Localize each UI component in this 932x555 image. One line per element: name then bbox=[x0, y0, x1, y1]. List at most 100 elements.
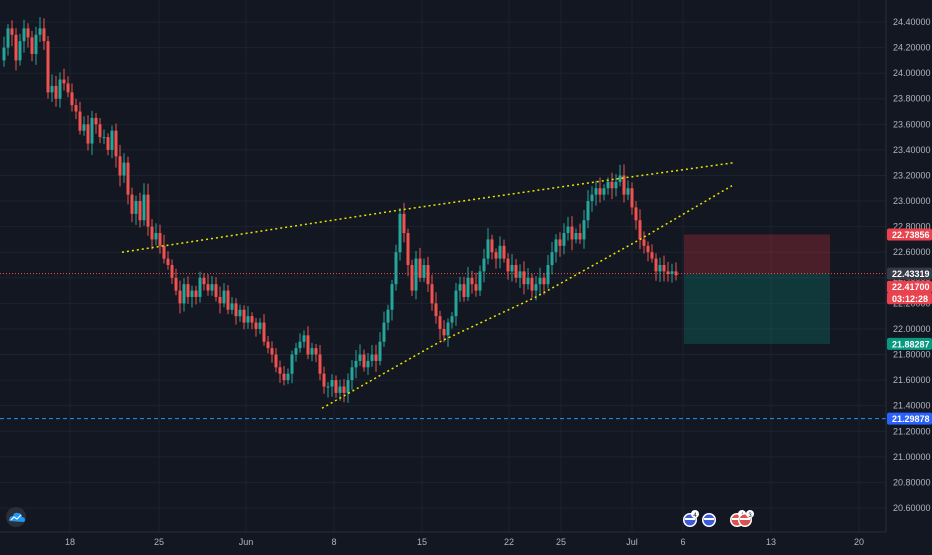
candle-body bbox=[34, 34, 38, 54]
candle-body bbox=[570, 226, 574, 240]
candles bbox=[2, 17, 678, 403]
time-scale[interactable]: 18 25 Jun 8 15 22 25 Jul 6 13 20 bbox=[0, 531, 932, 550]
price-tick-label: 21.00000 bbox=[893, 452, 931, 462]
candle-body bbox=[554, 239, 558, 253]
candle-body bbox=[674, 271, 678, 276]
candle-body bbox=[638, 220, 642, 240]
price-scale-background bbox=[886, 0, 932, 532]
price-badge bbox=[887, 412, 932, 425]
candle-body bbox=[90, 117, 94, 144]
stop-loss-zone[interactable] bbox=[684, 234, 830, 274]
price-badge bbox=[887, 337, 932, 350]
candle-body bbox=[434, 303, 438, 317]
candle-body bbox=[282, 373, 286, 381]
trendlines bbox=[121, 161, 735, 409]
candle-body bbox=[506, 258, 510, 272]
candle-body bbox=[146, 194, 150, 227]
candle-body bbox=[634, 207, 638, 221]
candle-body bbox=[118, 156, 122, 176]
candle-body bbox=[82, 124, 86, 131]
candle-body bbox=[414, 258, 418, 291]
economic-events[interactable]: 443 bbox=[683, 510, 754, 527]
candle-body bbox=[546, 265, 550, 285]
candle-body bbox=[390, 284, 394, 310]
candle-body bbox=[174, 277, 178, 291]
price-badge bbox=[887, 228, 932, 241]
candle-body bbox=[474, 284, 478, 291]
time-scale-background bbox=[0, 532, 932, 550]
candle-body bbox=[86, 124, 90, 144]
candle-body bbox=[286, 373, 290, 381]
time-tick-label: 22 bbox=[504, 537, 514, 547]
price-tick-label: 20.60000 bbox=[893, 503, 931, 513]
candle-body bbox=[66, 83, 70, 93]
candle-body bbox=[342, 386, 346, 393]
candle-body bbox=[138, 201, 142, 221]
candle-body bbox=[334, 380, 338, 393]
time-tick-label: 13 bbox=[766, 537, 776, 547]
candle-body bbox=[198, 277, 202, 297]
candle-body bbox=[530, 277, 534, 291]
candle-body bbox=[110, 130, 114, 150]
candle-body bbox=[562, 233, 566, 246]
price-badge bbox=[887, 292, 932, 305]
time-tick-label: 20 bbox=[854, 537, 864, 547]
price-badge bbox=[887, 280, 932, 293]
candle-body bbox=[278, 367, 282, 374]
price-tick-label: 21.80000 bbox=[893, 350, 931, 360]
time-tick-label: 18 bbox=[65, 537, 75, 547]
candle-body bbox=[58, 79, 62, 99]
candle-body bbox=[394, 252, 398, 285]
price-badges: 22.73856 22.43319 22.41700 03:12:28 21.88287… bbox=[887, 228, 932, 425]
candle-body bbox=[406, 233, 410, 265]
candle-body bbox=[370, 354, 374, 361]
candle-body bbox=[114, 130, 118, 157]
flag-us-icon[interactable]: 4 bbox=[683, 510, 699, 527]
take-profit-zone[interactable] bbox=[684, 273, 830, 344]
candle-body bbox=[190, 290, 194, 297]
price-scale[interactable]: 24.40000 24.20000 24.00000 23.80000 23.60000… bbox=[885, 0, 932, 532]
candle-body bbox=[22, 28, 26, 42]
candle-body bbox=[514, 265, 518, 278]
price-badge-label: 22.43319 bbox=[892, 269, 930, 279]
candle-body bbox=[382, 322, 386, 342]
price-tick-label: 22.00000 bbox=[893, 324, 931, 334]
flag-us-icon[interactable] bbox=[702, 513, 716, 527]
price-tick-label: 22.80000 bbox=[893, 222, 931, 232]
candle-body bbox=[314, 348, 318, 355]
candle-body bbox=[130, 194, 134, 214]
candle-body bbox=[594, 188, 598, 195]
event-count: 3 bbox=[748, 513, 752, 519]
candle-body bbox=[566, 226, 570, 234]
price-badge-label: 22.73856 bbox=[892, 230, 930, 240]
candle-body bbox=[518, 271, 522, 278]
lower-wedge-line[interactable] bbox=[321, 185, 733, 409]
candle-body bbox=[42, 28, 46, 42]
candle-body bbox=[614, 181, 618, 189]
time-tick-label: 15 bbox=[417, 537, 427, 547]
candle-body bbox=[478, 271, 482, 291]
candle-body bbox=[450, 316, 454, 323]
candle-body bbox=[558, 239, 562, 246]
candle-body bbox=[366, 360, 370, 368]
candle-body bbox=[270, 348, 274, 355]
candle-body bbox=[670, 271, 674, 274]
candle-body bbox=[522, 271, 526, 285]
candle-body bbox=[350, 367, 354, 381]
candle-body bbox=[330, 380, 334, 387]
candle-body bbox=[62, 79, 66, 84]
candle-body bbox=[194, 290, 198, 297]
candle-body bbox=[622, 175, 626, 195]
candle-body bbox=[442, 328, 446, 336]
candle-body bbox=[50, 85, 54, 93]
price-tick-label: 20.80000 bbox=[893, 477, 931, 487]
flag-eu-icon[interactable]: 3 bbox=[738, 510, 754, 527]
tradingview-cloud-icon[interactable] bbox=[6, 507, 26, 527]
price-badge-label: 21.88287 bbox=[892, 339, 930, 349]
candle-body bbox=[274, 354, 278, 368]
upper-wedge-line[interactable] bbox=[121, 161, 735, 253]
candle-body bbox=[302, 335, 306, 342]
candle-body bbox=[626, 188, 630, 195]
